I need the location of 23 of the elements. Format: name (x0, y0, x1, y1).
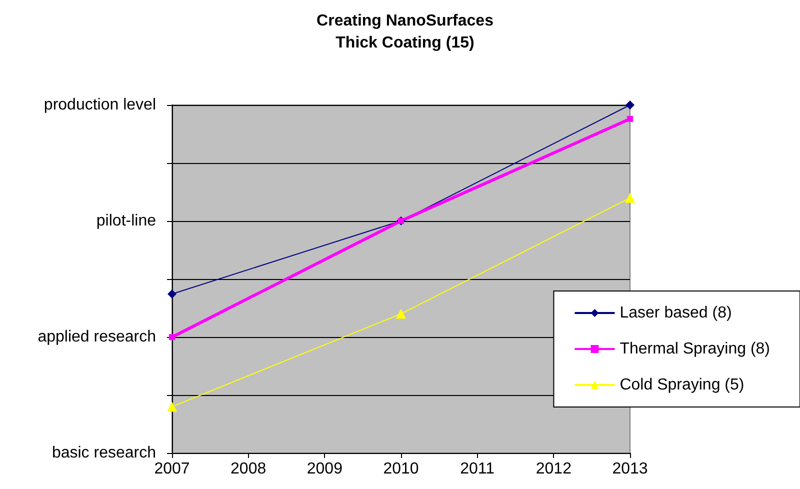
x-tick-label: 2011 (460, 460, 495, 478)
legend-label: Cold Spraying (5) (620, 376, 744, 394)
chart-subtitle: Thick Coating (15) (336, 34, 474, 52)
text: production level (44, 96, 156, 114)
x-tick-label: 2008 (230, 460, 266, 478)
legend-label: Laser based (8) (620, 304, 732, 322)
x-tick-label: 2013 (612, 460, 648, 478)
point (396, 308, 406, 319)
point (168, 289, 176, 298)
legend-label: Thermal Spraying (8) (620, 340, 770, 358)
point (627, 116, 633, 122)
x-tick-label: 2009 (306, 460, 343, 478)
point (625, 192, 635, 203)
point (167, 402, 177, 412)
text: pilot-line (96, 212, 156, 230)
text: basic research (52, 444, 156, 462)
x-tick-label: 2010 (383, 460, 419, 478)
text: applied research (38, 328, 156, 346)
chart-title: Creating NanoSurfaces (316, 12, 494, 30)
point (169, 334, 175, 340)
x-tick-label: 2012 (536, 460, 572, 478)
point (626, 100, 634, 110)
x-tick-label: 2007 (154, 460, 190, 478)
